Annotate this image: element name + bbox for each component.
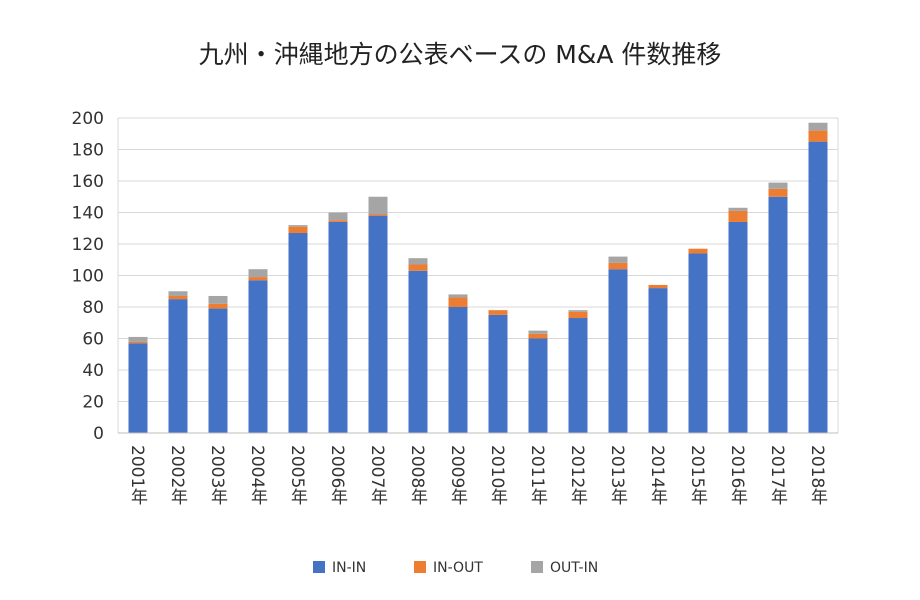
bar-segment-in-out — [248, 277, 268, 281]
x-tick-label: 2016年 — [727, 445, 748, 505]
bar-segment-in-out — [728, 210, 748, 222]
bar-segment-in-in — [408, 270, 428, 433]
bar-segment-out-in — [128, 336, 148, 342]
bars — [128, 122, 828, 433]
bar-segment-in-in — [128, 343, 148, 433]
bar-segment-in-out — [528, 333, 548, 339]
x-tick-label: 2011年 — [527, 445, 548, 505]
x-tick-label: 2010年 — [487, 445, 508, 505]
x-tick-label: 2017年 — [767, 445, 788, 505]
x-tick-label: 2018年 — [807, 445, 828, 505]
bar-segment-in-out — [328, 220, 348, 222]
y-tick-label: 40 — [82, 361, 104, 381]
y-tick-label: 180 — [72, 141, 104, 161]
y-tick-label: 80 — [82, 298, 104, 318]
bar-segment-in-out — [128, 341, 148, 344]
x-tick-label: 2006年 — [327, 445, 348, 505]
bar-segment-in-out — [408, 264, 428, 271]
bar-segment-in-in — [448, 307, 468, 433]
y-tick-label: 120 — [72, 235, 104, 255]
bar-segment-in-in — [768, 196, 788, 433]
bar-segment-in-out — [648, 284, 668, 289]
y-tick-label: 200 — [72, 109, 104, 129]
x-tick-label: 2013年 — [607, 445, 628, 505]
bar-segment-in-in — [288, 232, 308, 433]
gridlines — [117, 117, 839, 434]
x-tick-label: 2001年 — [127, 445, 148, 505]
bar-segment-in-in — [168, 299, 188, 433]
bar-segment-in-in — [568, 318, 588, 433]
bar-segment-out-in — [768, 182, 788, 189]
bar-segment-in-out — [568, 311, 588, 319]
chart-title: 九州・沖縄地方の公表ベースの M&A 件数推移 — [199, 40, 722, 69]
x-tick-label: 2004年 — [247, 445, 268, 505]
y-tick-label: 0 — [93, 424, 104, 444]
bar-segment-out-in — [568, 310, 588, 312]
legend-swatch — [313, 561, 325, 573]
y-tick-label: 140 — [72, 204, 104, 224]
bar-segment-out-in — [368, 196, 388, 215]
bar-segment-in-out — [808, 130, 828, 142]
x-tick-label: 2014年 — [647, 445, 668, 505]
bar-segment-out-in — [448, 294, 468, 298]
x-tick-label: 2015年 — [687, 445, 708, 505]
bar-segment-in-in — [488, 314, 508, 433]
bar-segment-in-in — [528, 338, 548, 433]
x-tick-label: 2009年 — [447, 445, 468, 505]
y-tick-label: 100 — [72, 267, 104, 287]
bar-segment-out-in — [528, 330, 548, 334]
legend-swatch — [531, 561, 543, 573]
bar-segment-out-in — [208, 295, 228, 304]
bar-segment-in-out — [288, 226, 308, 233]
bar-segment-out-in — [168, 291, 188, 296]
bar-segment-in-in — [688, 253, 708, 433]
x-tick-label: 2012年 — [567, 445, 588, 505]
bar-segment-out-in — [408, 258, 428, 265]
x-tick-label: 2003年 — [207, 445, 228, 505]
bar-segment-in-in — [208, 308, 228, 433]
legend-label: OUT-IN — [550, 560, 598, 576]
bar-segment-out-in — [808, 122, 828, 131]
bar-segment-in-out — [608, 262, 628, 270]
bar-segment-out-in — [728, 207, 748, 211]
y-tick-label: 20 — [82, 393, 104, 413]
bar-segment-in-out — [168, 295, 188, 300]
bar-segment-in-out — [368, 214, 388, 216]
legend-label: IN-OUT — [433, 560, 483, 576]
bar-segment-in-in — [728, 221, 748, 433]
bar-segment-in-in — [328, 221, 348, 433]
bar-segment-out-in — [328, 212, 348, 221]
bar-segment-in-out — [768, 188, 788, 197]
bar-segment-out-in — [248, 269, 268, 278]
bar-segment-in-out — [688, 248, 708, 254]
bar-segment-out-in — [288, 225, 308, 227]
x-tick-label: 2002年 — [167, 445, 188, 505]
bar-segment-out-in — [608, 256, 628, 263]
x-tick-label: 2007年 — [367, 445, 388, 505]
bar-segment-in-in — [648, 288, 668, 433]
bar-segment-in-out — [208, 303, 228, 309]
y-tick-label: 60 — [82, 330, 104, 350]
legend-label: IN-IN — [332, 560, 366, 576]
bar-segment-in-in — [808, 141, 828, 433]
y-axis: 0 20 40 60 80 100 120 140 160 180 200 — [72, 109, 104, 444]
bar-segment-in-in — [248, 280, 268, 433]
x-tick-label: 2008年 — [407, 445, 428, 505]
x-axis: 2001年 2002年 2003年 2004年 2005年 2006年 2007年 2008年… — [118, 432, 838, 505]
legend-swatch — [414, 561, 426, 573]
bar-segment-in-out — [488, 310, 508, 315]
bar-segment-in-in — [368, 215, 388, 433]
bar-segment-in-in — [608, 269, 628, 433]
x-tick-label: 2005年 — [287, 445, 308, 505]
legend: IN-IN IN-OUT OUT-IN — [313, 560, 598, 576]
bar-segment-in-out — [448, 297, 468, 307]
y-tick-label: 160 — [72, 172, 104, 192]
